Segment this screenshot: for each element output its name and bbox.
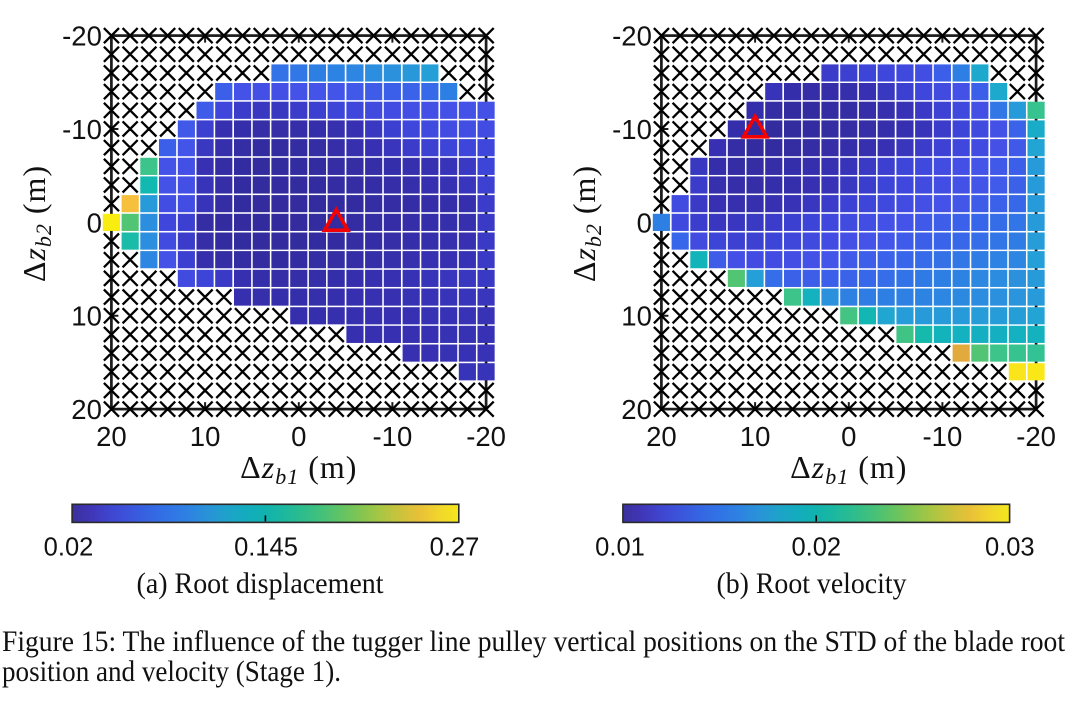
svg-text:-10: -10 [373,421,413,452]
svg-text:-20: -20 [466,421,506,452]
svg-text:Δzb2 (m): Δzb2 (m) [566,165,606,282]
svg-text:10: 10 [740,421,771,452]
svg-text:0.145: 0.145 [234,534,298,562]
svg-text:20: 20 [646,421,677,452]
svg-text:0: 0 [841,421,856,452]
svg-text:20: 20 [71,394,102,425]
svg-text:0: 0 [637,207,652,238]
svg-text:0: 0 [291,421,306,452]
svg-text:10: 10 [71,301,102,332]
svg-text:0: 0 [87,207,102,238]
svg-text:20: 20 [96,421,127,452]
svg-text:0.01: 0.01 [595,534,645,562]
svg-text:0.03: 0.03 [985,534,1035,562]
svg-text:-20: -20 [62,21,102,52]
svg-text:(b) Root velocity: (b) Root velocity [717,567,907,600]
svg-text:(a) Root displacement: (a) Root displacement [137,567,385,600]
svg-text:20: 20 [621,394,652,425]
svg-text:Δzb1 (m): Δzb1 (m) [240,449,357,489]
svg-text:position and velocity (Stage 1: position and velocity (Stage 1). [2,655,341,688]
svg-text:-20: -20 [612,21,652,52]
svg-text:Figure 15: The influence of th: Figure 15: The influence of the tugger l… [2,625,1066,658]
svg-text:Δzb2 (m): Δzb2 (m) [16,165,56,282]
svg-text:0.02: 0.02 [791,534,841,562]
svg-text:-10: -10 [612,114,652,145]
svg-text:0.27: 0.27 [430,534,480,562]
svg-text:0.02: 0.02 [44,534,94,562]
svg-text:-10: -10 [62,114,102,145]
svg-text:10: 10 [621,301,652,332]
svg-text:-10: -10 [923,421,963,452]
svg-text:10: 10 [190,421,221,452]
svg-text:-20: -20 [1016,421,1056,452]
svg-text:Δzb1 (m): Δzb1 (m) [790,449,907,489]
